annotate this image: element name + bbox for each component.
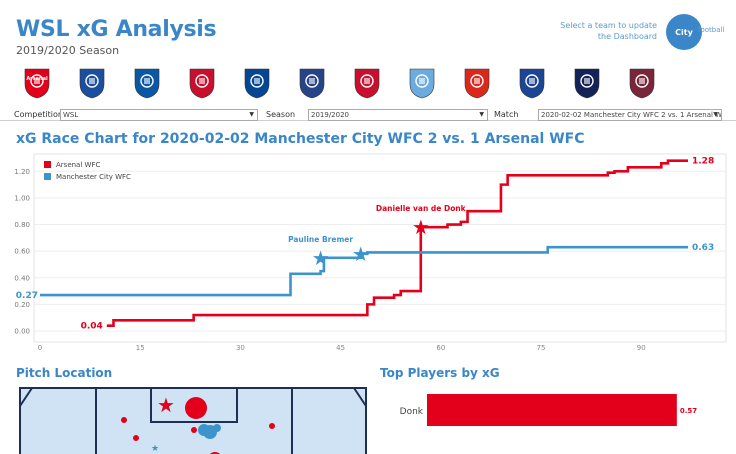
player-xg-bar[interactable] [427, 394, 677, 426]
arsenal-crest-label: Arsenal [26, 76, 48, 82]
season-value: 2019/2020 [311, 111, 349, 119]
chart-plot-border [33, 153, 727, 343]
series-start-label: 0.27 [16, 291, 38, 301]
chevron-down-icon: ▼ [479, 111, 484, 118]
shot-marker [185, 397, 207, 419]
x-tick-label: 60 [436, 344, 445, 352]
goal-scorer-label: Pauline Bremer [288, 235, 353, 244]
bar-category-label: Donk [400, 407, 424, 417]
match-label: Match [494, 110, 519, 119]
y-tick-label: 0.80 [14, 221, 30, 229]
legend-swatch-arsenal [44, 161, 51, 168]
series-start-label: 0.04 [81, 322, 103, 332]
chevron-down-icon: ▼ [713, 111, 718, 118]
y-tick-label: 0.60 [14, 248, 30, 256]
birmingham-crest[interactable] [77, 66, 107, 100]
match-value: 2020-02-02 Manchester City WFC 2 vs. 1 A… [541, 111, 722, 119]
manchester-united-crest[interactable] [462, 66, 492, 100]
goal-marker: ★ [151, 444, 159, 454]
series-line-arsenal [106, 159, 688, 327]
xg-race-chart: 0.00 0.20 0.40 0.60 0.80 1.00 1.20 0 15 30 45 60 75 9… [14, 153, 727, 352]
corner-arc-left [19, 387, 33, 407]
shot-marker [269, 423, 275, 429]
everton-crest[interactable] [297, 66, 327, 100]
chevron-down-icon: ▼ [249, 111, 254, 118]
tottenham-crest[interactable] [572, 66, 602, 100]
x-tick-label: 30 [236, 344, 245, 352]
brighton-crest[interactable] [132, 66, 162, 100]
x-tick-label: 45 [336, 344, 345, 352]
y-tick-label: 0.00 [14, 328, 30, 336]
top-players-chart: Donk 0.57 [400, 394, 697, 426]
goal-scorer-label: Danielle van de Donk [376, 204, 467, 213]
season-select[interactable]: 2019/2020 ▼ [308, 109, 488, 121]
team-select-hint: Select a team to update the Dashboard [560, 21, 657, 41]
chart-legend: Arsenal WFC Manchester City WFC [44, 161, 131, 181]
match-select[interactable]: 2020-02-02 Manchester City WFC 2 vs. 1 A… [538, 109, 722, 121]
x-tick-label: 90 [637, 344, 646, 352]
six-yard-box [150, 387, 238, 423]
page-subtitle: 2019/2020 Season [16, 44, 120, 57]
x-tick-label: 0 [38, 344, 42, 352]
goal-star-marker: ★ [352, 242, 370, 266]
legend-label-city: Manchester City WFC [56, 173, 131, 181]
shot-marker [213, 424, 221, 432]
goal-star-marker: ★ [412, 215, 430, 239]
competition-value: WSL [63, 111, 79, 119]
y-tick-label: 0.40 [14, 274, 30, 282]
competition-label: Competition [14, 110, 63, 119]
series-end-label: 0.63 [692, 243, 714, 253]
shot-marker [191, 427, 197, 433]
goal-marker: ★ [157, 393, 175, 417]
series-line-city [40, 245, 688, 297]
x-tick-label: 75 [537, 344, 546, 352]
page-title: WSL xG Analysis [16, 17, 217, 42]
filter-bar: Competition WSL ▼ Season 2019/2020 ▼ Match… [0, 107, 736, 121]
reading-crest[interactable] [517, 66, 547, 100]
goal-star-marker: ★ [312, 246, 330, 270]
competition-select[interactable]: WSL ▼ [60, 109, 258, 121]
bar-value-label: 0.57 [680, 407, 697, 415]
pitch-location-chart: ★ ★ [19, 387, 367, 454]
arsenal-crest[interactable] [22, 66, 52, 100]
y-tick-label: 1.00 [14, 194, 30, 202]
x-tick-label: 15 [136, 344, 145, 352]
west-ham-crest[interactable] [627, 66, 657, 100]
shot-marker [121, 417, 127, 423]
shot-marker [133, 435, 139, 441]
pitch-location-title: Pitch Location [16, 366, 113, 380]
y-tick-label: 0.20 [14, 301, 30, 309]
xg-race-chart-title: xG Race Chart for 2020-02-02 Manchester … [16, 131, 585, 147]
series-end-label: 1.28 [692, 157, 714, 167]
legend-swatch-city [44, 173, 51, 180]
y-tick-label: 1.20 [14, 168, 30, 176]
brand-logo-tail: football [698, 26, 725, 34]
bristol-city-crest[interactable] [187, 66, 217, 100]
top-players-title: Top Players by xG [380, 366, 500, 380]
liverpool-crest[interactable] [352, 66, 382, 100]
legend-label-arsenal: Arsenal WFC [56, 161, 100, 169]
season-label: Season [266, 110, 296, 119]
brand-logo: City [666, 14, 702, 50]
chelsea-crest[interactable] [242, 66, 272, 100]
corner-arc-right [353, 387, 367, 407]
manchester-city-crest[interactable] [407, 66, 437, 100]
